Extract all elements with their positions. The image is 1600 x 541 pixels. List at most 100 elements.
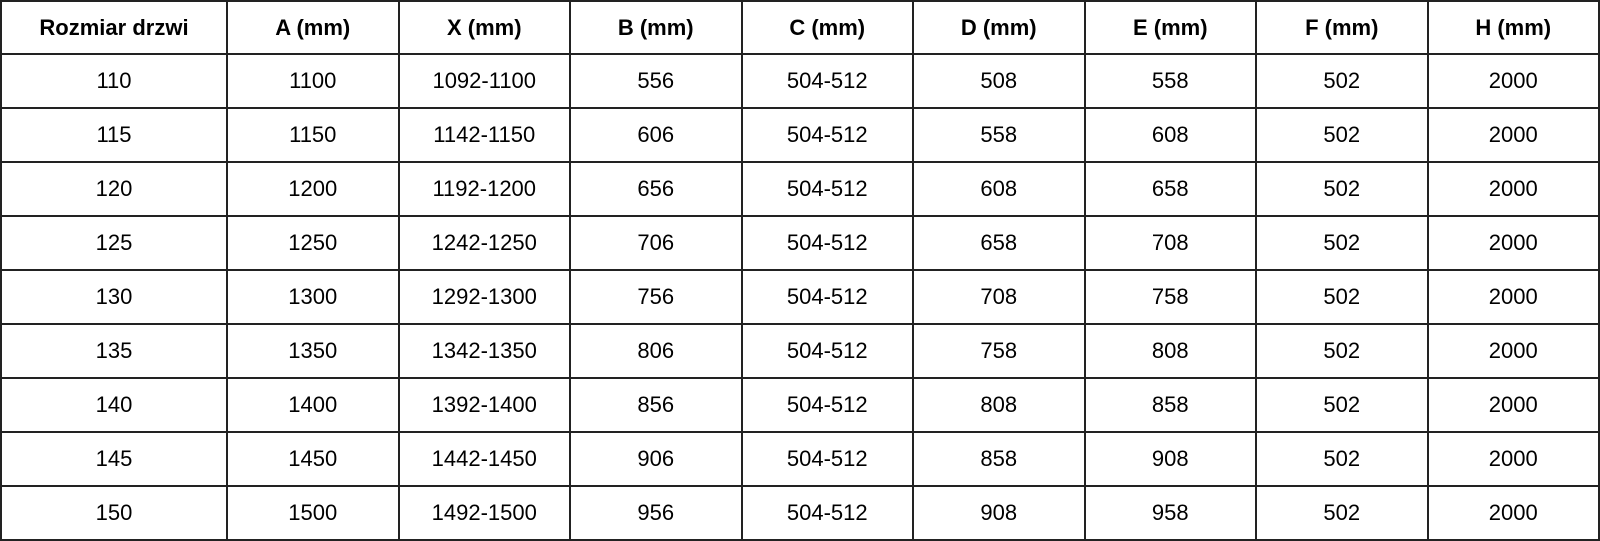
table-cell: 504-512 [740,269,914,325]
table-cell: 1150 [226,107,400,163]
table-row: 135 1350 1342-1350 806 504-512 758 808 502 2000 [0,323,1600,379]
column-header: Rozmiar drzwi [0,0,228,55]
table-cell: 756 [569,269,743,325]
table-cell: 115 [0,107,228,163]
table-cell: 1342-1350 [397,323,571,379]
table-row: 125 1250 1242-1250 706 504-512 658 708 502 2000 [0,215,1600,271]
table-cell: 1300 [226,269,400,325]
table-cell: 758 [912,323,1086,379]
table-cell: 1100 [226,53,400,109]
table-row: 115 1150 1142-1150 606 504-512 558 608 502 2000 [0,107,1600,163]
table-cell: 502 [1255,53,1429,109]
table-cell: 120 [0,161,228,217]
table-cell: 130 [0,269,228,325]
table-cell: 608 [912,161,1086,217]
table-cell: 606 [569,107,743,163]
table-cell: 504-512 [740,431,914,487]
table-cell: 504-512 [740,323,914,379]
table-cell: 858 [1083,377,1257,433]
table-cell: 908 [912,485,1086,541]
table-cell: 708 [1083,215,1257,271]
column-header: X (mm) [397,0,571,55]
table-cell: 1200 [226,161,400,217]
table-cell: 1492-1500 [397,485,571,541]
table-cell: 504-512 [740,377,914,433]
table-cell: 558 [1083,53,1257,109]
table-cell: 806 [569,323,743,379]
table-cell: 558 [912,107,1086,163]
table-cell: 1292-1300 [397,269,571,325]
table-cell: 502 [1255,431,1429,487]
table-cell: 856 [569,377,743,433]
table-cell: 504-512 [740,485,914,541]
table-cell: 145 [0,431,228,487]
table-cell: 2000 [1426,269,1600,325]
table-cell: 2000 [1426,215,1600,271]
table-cell: 2000 [1426,161,1600,217]
table-cell: 1442-1450 [397,431,571,487]
table-row: 145 1450 1442-1450 906 504-512 858 908 502 2000 [0,431,1600,487]
table-cell: 110 [0,53,228,109]
table-cell: 2000 [1426,485,1600,541]
table-cell: 1392-1400 [397,377,571,433]
table-cell: 556 [569,53,743,109]
table-cell: 502 [1255,485,1429,541]
table-cell: 858 [912,431,1086,487]
table-cell: 808 [1083,323,1257,379]
table-cell: 504-512 [740,107,914,163]
table-cell: 1250 [226,215,400,271]
column-header: F (mm) [1255,0,1429,55]
table-cell: 508 [912,53,1086,109]
table-cell: 656 [569,161,743,217]
table-cell: 608 [1083,107,1257,163]
table-cell: 502 [1255,269,1429,325]
table-cell: 2000 [1426,377,1600,433]
table-cell: 504-512 [740,161,914,217]
table-cell: 135 [0,323,228,379]
table-cell: 1192-1200 [397,161,571,217]
table-cell: 502 [1255,161,1429,217]
table-cell: 658 [912,215,1086,271]
table-row: 120 1200 1192-1200 656 504-512 608 658 502 2000 [0,161,1600,217]
table-cell: 502 [1255,107,1429,163]
column-header: D (mm) [912,0,1086,55]
table-cell: 502 [1255,215,1429,271]
table-cell: 758 [1083,269,1257,325]
table-cell: 1242-1250 [397,215,571,271]
table-row: 140 1400 1392-1400 856 504-512 808 858 502 2000 [0,377,1600,433]
table-cell: 1142-1150 [397,107,571,163]
header-row: Rozmiar drzwi A (mm) X (mm) B (mm) C (mm) D (… [0,0,1600,55]
table-cell: 1450 [226,431,400,487]
table-cell: 1400 [226,377,400,433]
column-header: C (mm) [740,0,914,55]
column-header: H (mm) [1426,0,1600,55]
table-cell: 956 [569,485,743,541]
table-cell: 504-512 [740,53,914,109]
column-header: A (mm) [226,0,400,55]
table-row: 130 1300 1292-1300 756 504-512 708 758 502 2000 [0,269,1600,325]
table-cell: 2000 [1426,53,1600,109]
table-cell: 150 [0,485,228,541]
table-cell: 708 [912,269,1086,325]
table-cell: 2000 [1426,107,1600,163]
table-cell: 502 [1255,377,1429,433]
table-row: 110 1100 1092-1100 556 504-512 508 558 502 2000 [0,53,1600,109]
table-cell: 958 [1083,485,1257,541]
table-row: 150 1500 1492-1500 956 504-512 908 958 502 2000 [0,485,1600,541]
table-cell: 1350 [226,323,400,379]
table-cell: 658 [1083,161,1257,217]
table-cell: 2000 [1426,323,1600,379]
table-cell: 1500 [226,485,400,541]
table-cell: 908 [1083,431,1257,487]
table-cell: 502 [1255,323,1429,379]
table-cell: 2000 [1426,431,1600,487]
column-header: B (mm) [569,0,743,55]
table-cell: 906 [569,431,743,487]
column-header: E (mm) [1083,0,1257,55]
table-cell: 1092-1100 [397,53,571,109]
table-cell: 504-512 [740,215,914,271]
table-cell: 706 [569,215,743,271]
table-cell: 808 [912,377,1086,433]
table-cell: 125 [0,215,228,271]
